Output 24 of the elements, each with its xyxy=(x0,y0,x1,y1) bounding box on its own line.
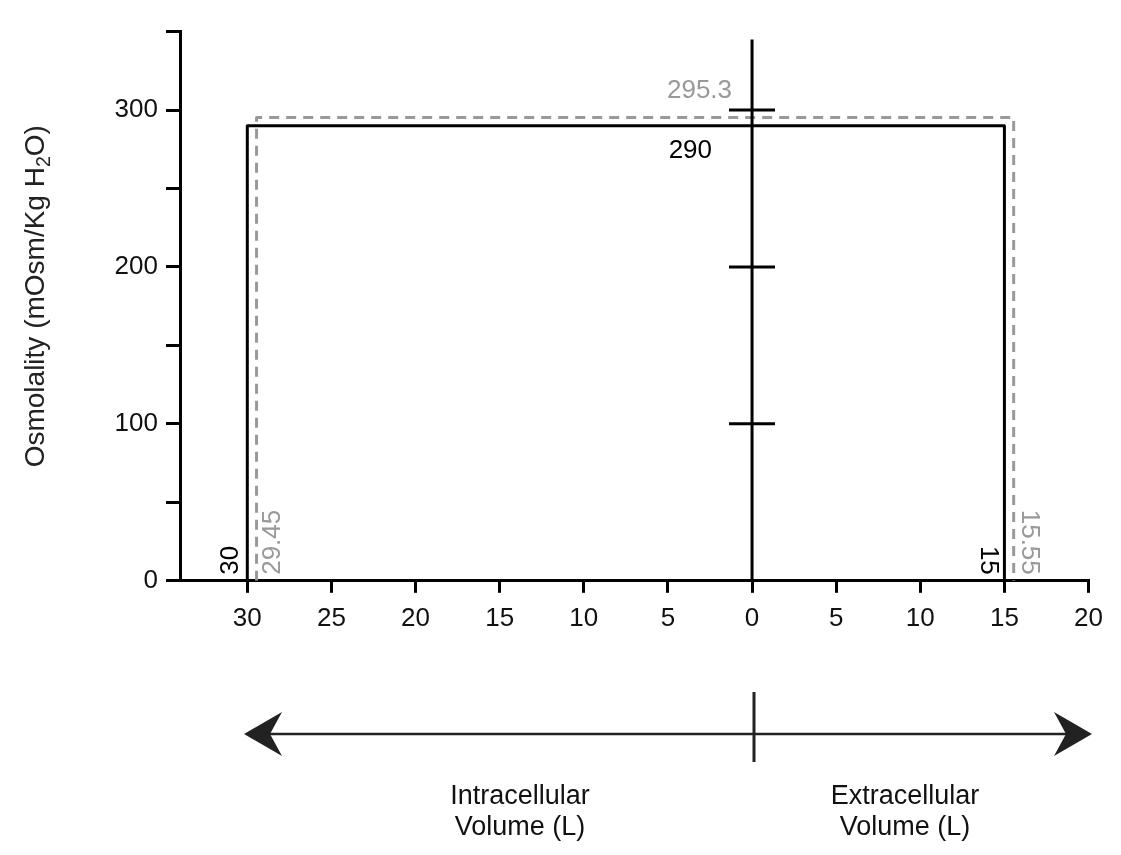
x-tick-label: 5 xyxy=(660,601,676,632)
x-tick-label: 10 xyxy=(905,601,935,632)
annotation: 15.55 xyxy=(1016,509,1047,575)
x-tick-label: 30 xyxy=(232,601,262,632)
x-tick-label: 5 xyxy=(828,601,844,632)
x-tick-label: 25 xyxy=(316,601,346,632)
x-tick-label: 0 xyxy=(744,601,760,632)
y-axis-title: Osmolality (mOsm/Kg H2O) xyxy=(18,125,54,468)
annotation: 295.3 xyxy=(666,73,733,104)
x-tick-label: 15 xyxy=(989,601,1019,632)
y-tick-label: 200 xyxy=(114,250,158,281)
annotation: 15 xyxy=(975,545,1006,575)
text: Intracellular Volume (L) xyxy=(449,780,591,842)
x-tick-label: 15 xyxy=(485,601,515,632)
y-tick-label: 0 xyxy=(143,563,158,594)
y-tick-label: 100 xyxy=(114,407,158,438)
x-tick-label: 20 xyxy=(1074,601,1103,632)
x-tick-label: 10 xyxy=(569,601,599,632)
annotation: 30 xyxy=(214,545,245,575)
annotation: 29.45 xyxy=(255,509,286,575)
annotation: 290 xyxy=(668,133,713,164)
y-tick-label: 300 xyxy=(114,93,158,124)
text: Extracellular Volume (L) xyxy=(829,780,981,842)
x-tick-label: 20 xyxy=(401,601,431,632)
